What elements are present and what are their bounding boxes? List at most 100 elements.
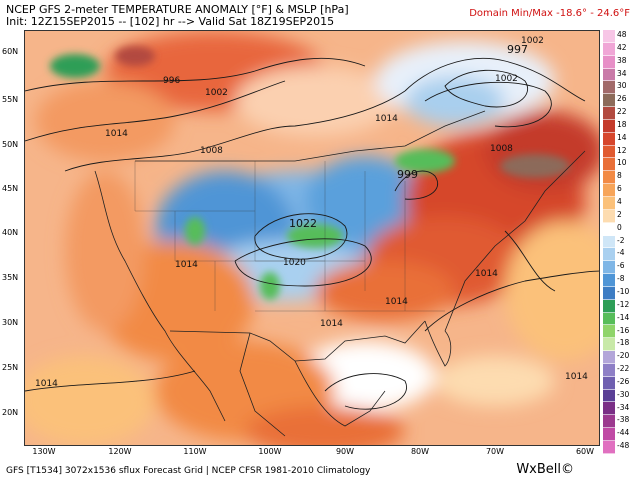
lon-label: 90W	[335, 447, 355, 456]
color-scale-label: 4	[617, 197, 622, 207]
lat-label: 25N	[2, 363, 19, 372]
color-scale-swatch	[603, 209, 615, 223]
color-scale-bar	[603, 30, 615, 454]
lat-label: 55N	[2, 95, 19, 104]
color-scale-label: 8	[617, 171, 622, 181]
low-pressure-center-northeast: 997	[507, 43, 528, 56]
isobar-label: 1014	[565, 372, 588, 382]
color-scale-swatch	[603, 94, 615, 108]
color-scale-swatch	[603, 196, 615, 210]
isobar-label: 1002	[495, 74, 518, 84]
color-scale-swatch	[603, 428, 615, 441]
color-scale-label: -26	[617, 376, 630, 386]
isobar-label: 1002	[521, 36, 544, 46]
color-scale-swatch	[603, 119, 615, 133]
color-scale-label: 10	[617, 158, 627, 168]
lon-label: 110W	[183, 447, 207, 456]
lat-label: 45N	[2, 184, 19, 193]
color-scale-label: -2	[617, 235, 625, 245]
color-scale-label: 34	[617, 68, 627, 78]
color-scale-swatch	[603, 68, 615, 82]
color-scale-swatch	[603, 274, 615, 287]
lon-label: 60W	[575, 447, 595, 456]
color-scale-swatch	[603, 363, 615, 377]
color-scale-label: -8	[617, 274, 625, 284]
color-scale-swatch	[603, 42, 615, 56]
color-scale-label: 18	[617, 119, 627, 129]
temperature-anomaly-map: 996 1002 1014 1008 1014 1022 1020 1014 1…	[24, 30, 600, 446]
color-scale-swatch	[603, 171, 615, 185]
color-scale-label: -20	[617, 351, 630, 361]
lon-label: 120W	[108, 447, 132, 456]
color-scale-label: 48	[617, 30, 627, 39]
color-scale-label: -10	[617, 286, 630, 296]
color-scale-swatch	[603, 441, 615, 454]
map-title: NCEP GFS 2-meter TEMPERATURE ANOMALY [°F…	[6, 3, 349, 16]
color-scale-swatch	[603, 235, 615, 249]
lat-label: 60N	[2, 47, 19, 56]
lon-label: 100W	[258, 447, 282, 456]
isobar-label: 1014	[385, 297, 408, 307]
color-scale-swatch	[603, 376, 615, 390]
color-scale-swatch	[603, 338, 615, 352]
color-scale-swatch	[603, 415, 615, 429]
color-scale-swatch	[603, 107, 615, 120]
color-scale-swatch	[603, 286, 615, 300]
color-scale-swatch	[603, 389, 615, 403]
color-scale-label: -30	[617, 389, 630, 399]
lon-label: 80W	[410, 447, 430, 456]
color-scale-label: 30	[617, 81, 627, 91]
lat-label: 40N	[2, 228, 19, 237]
isobar-label: 1020	[283, 258, 306, 268]
isobar-label: 1014	[105, 129, 128, 139]
isobar-label: 1014	[35, 379, 58, 389]
color-scale-label: -12	[617, 299, 630, 309]
color-scale-swatch	[603, 30, 615, 43]
color-scale-label: 38	[617, 55, 627, 65]
map-canvas: 996 1002 1014 1008 1014 1022 1020 1014 1…	[25, 31, 599, 445]
color-scale-label: 6	[617, 184, 622, 194]
isobar-label: 1002	[205, 88, 228, 98]
color-scale-swatch	[603, 351, 615, 364]
color-scale-swatch	[603, 132, 615, 146]
color-scale-label: 14	[617, 132, 627, 142]
color-scale-label: -48	[617, 441, 630, 451]
color-scale-swatch	[603, 325, 615, 339]
isobar-label: 996	[163, 76, 180, 86]
color-scale-label: -14	[617, 312, 630, 322]
isobar-label: 1014	[320, 319, 343, 329]
lon-label: 70W	[485, 447, 505, 456]
lat-label: 50N	[2, 140, 19, 149]
forecast-valid-time: Init: 12Z15SEP2015 -- [102] hr --> Valid…	[6, 15, 335, 28]
isobar-label: 1014	[475, 269, 498, 279]
model-info-footer: GFS [T1534] 3072x1536 sflux Forecast Gri…	[6, 466, 371, 476]
color-scale-swatch	[603, 55, 615, 69]
color-scale-label: 2	[617, 209, 622, 219]
color-scale-swatch	[603, 402, 615, 416]
color-scale-label: -16	[617, 325, 630, 335]
color-scale-label: -22	[617, 364, 630, 374]
lon-label: 130W	[32, 447, 56, 456]
color-scale-swatch	[603, 299, 615, 313]
high-pressure-center: 1022	[289, 217, 317, 230]
color-scale-label: 22	[617, 107, 627, 117]
low-pressure-center-lakes: 999	[397, 168, 418, 181]
color-scale-label: -18	[617, 338, 630, 348]
domain-min-max: Domain Min/Max -18.6° - 24.6°F	[469, 8, 630, 19]
color-scale-label: -38	[617, 415, 630, 425]
color-scale-swatch	[603, 81, 615, 95]
color-scale-label: -34	[617, 402, 630, 412]
isobar-label: 1008	[200, 146, 223, 156]
brand-logo-text: WxBell©	[516, 462, 574, 477]
isobar-label: 1008	[490, 144, 513, 154]
color-scale-swatch	[603, 222, 615, 236]
isobar-label: 1014	[375, 114, 398, 124]
color-scale-swatch	[603, 158, 615, 172]
color-scale-label: 26	[617, 94, 627, 104]
color-scale-swatch	[603, 312, 615, 326]
color-scale-swatch	[603, 184, 615, 197]
isobar-label: 1014	[175, 260, 198, 270]
lat-label: 30N	[2, 318, 19, 327]
lat-label: 20N	[2, 408, 19, 417]
color-scale-label: -44	[617, 428, 630, 438]
